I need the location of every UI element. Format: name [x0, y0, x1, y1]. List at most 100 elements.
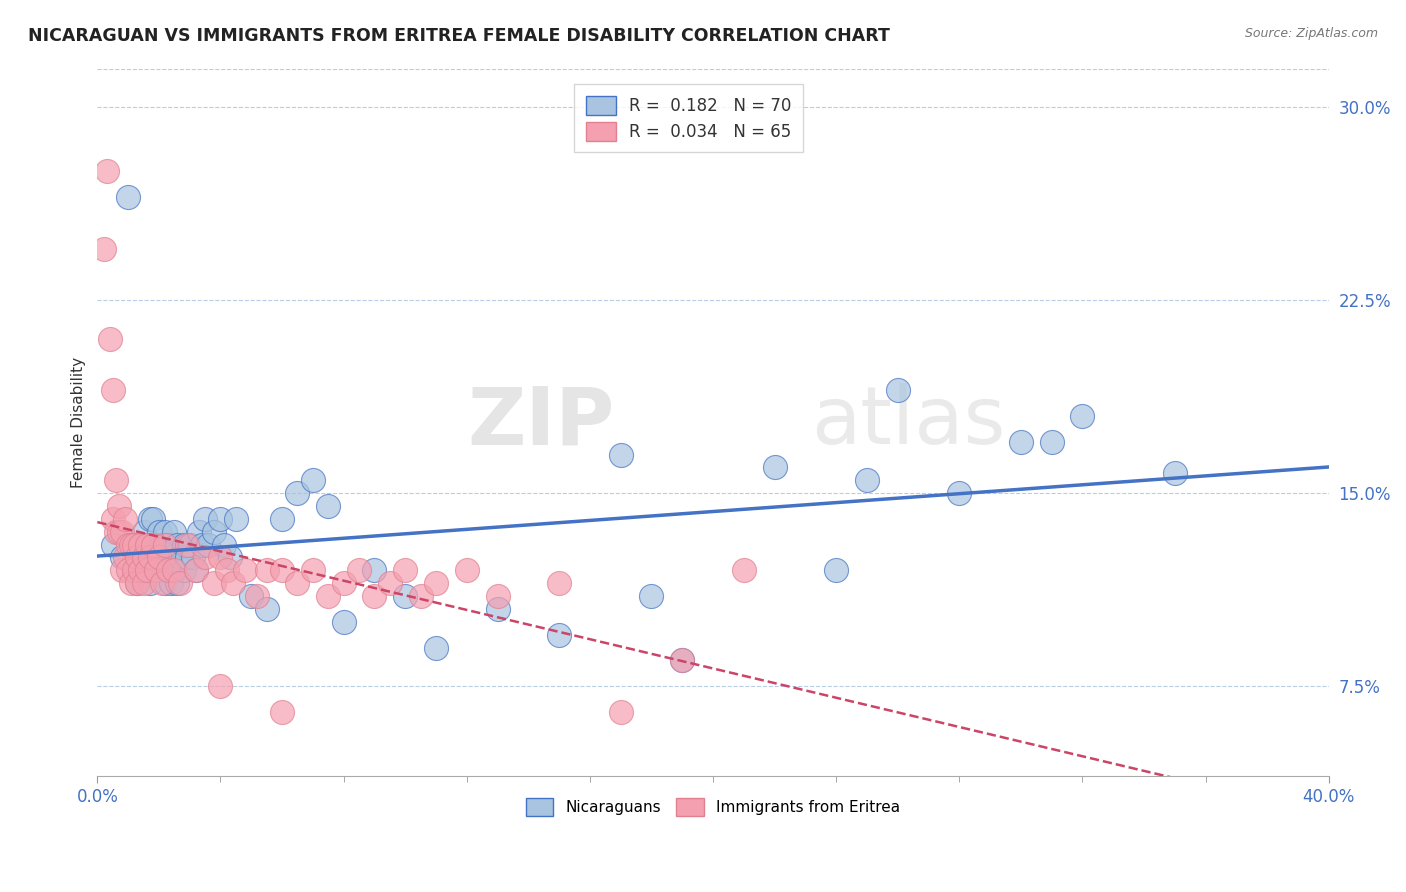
Point	[160, 576, 183, 591]
Point	[886, 383, 908, 397]
Point	[117, 190, 139, 204]
Point	[132, 563, 155, 577]
Point	[209, 679, 232, 693]
Point	[671, 653, 693, 667]
Point	[132, 550, 155, 565]
Point	[135, 538, 157, 552]
Point	[609, 705, 631, 719]
Point	[181, 550, 204, 565]
Point	[150, 576, 173, 591]
Point	[157, 563, 180, 577]
Point	[197, 538, 219, 552]
Point	[129, 538, 152, 552]
Point	[332, 615, 354, 629]
Point	[111, 563, 134, 577]
Point	[108, 499, 131, 513]
Text: Source: ZipAtlas.com: Source: ZipAtlas.com	[1244, 27, 1378, 40]
Point	[145, 563, 167, 577]
Point	[425, 640, 447, 655]
Point	[184, 563, 207, 577]
Point	[148, 524, 170, 539]
Point	[111, 550, 134, 565]
Point	[202, 576, 225, 591]
Point	[124, 563, 146, 577]
Point	[127, 576, 149, 591]
Y-axis label: Female Disability: Female Disability	[72, 357, 86, 488]
Point	[316, 499, 339, 513]
Point	[132, 524, 155, 539]
Point	[856, 473, 879, 487]
Point	[194, 512, 217, 526]
Point	[173, 563, 195, 577]
Point	[287, 486, 309, 500]
Point	[202, 524, 225, 539]
Point	[138, 576, 160, 591]
Point	[96, 164, 118, 178]
Point	[191, 538, 214, 552]
Point	[135, 550, 157, 565]
Point	[209, 550, 232, 565]
Point	[301, 473, 323, 487]
Point	[187, 524, 209, 539]
Point	[215, 563, 238, 577]
Point	[101, 512, 124, 526]
Point	[486, 602, 509, 616]
Point	[394, 563, 416, 577]
Point	[825, 563, 848, 577]
Text: ZIP: ZIP	[467, 384, 614, 461]
Point	[104, 524, 127, 539]
Point	[145, 538, 167, 552]
Point	[425, 576, 447, 591]
Point	[166, 538, 188, 552]
Point	[640, 589, 662, 603]
Point	[124, 538, 146, 552]
Point	[129, 563, 152, 577]
Point	[153, 576, 176, 591]
Point	[163, 563, 186, 577]
Point	[256, 602, 278, 616]
Point	[1040, 434, 1063, 449]
Point	[111, 524, 134, 539]
Point	[148, 550, 170, 565]
Point	[108, 524, 131, 539]
Point	[169, 550, 191, 565]
Point	[179, 538, 201, 552]
Point	[104, 473, 127, 487]
Point	[163, 524, 186, 539]
Point	[101, 383, 124, 397]
Point	[153, 538, 176, 552]
Point	[145, 563, 167, 577]
Point	[486, 589, 509, 603]
Point	[163, 563, 186, 577]
Point	[212, 538, 235, 552]
Point	[157, 538, 180, 552]
Point	[609, 448, 631, 462]
Point	[117, 538, 139, 552]
Point	[1010, 434, 1032, 449]
Point	[157, 563, 180, 577]
Point	[138, 550, 160, 565]
Point	[120, 538, 142, 552]
Point	[332, 576, 354, 591]
Point	[394, 589, 416, 603]
Point	[271, 563, 294, 577]
Point	[409, 589, 432, 603]
Point	[671, 653, 693, 667]
Point	[169, 576, 191, 591]
Point	[347, 563, 370, 577]
Point	[194, 550, 217, 565]
Point	[378, 576, 401, 591]
Point	[142, 538, 165, 552]
Point	[363, 563, 385, 577]
Point	[120, 576, 142, 591]
Point	[176, 550, 198, 565]
Point	[184, 563, 207, 577]
Point	[132, 576, 155, 591]
Point	[148, 550, 170, 565]
Point	[98, 332, 121, 346]
Point	[150, 538, 173, 552]
Point	[256, 563, 278, 577]
Point	[114, 512, 136, 526]
Point	[225, 512, 247, 526]
Point	[124, 538, 146, 552]
